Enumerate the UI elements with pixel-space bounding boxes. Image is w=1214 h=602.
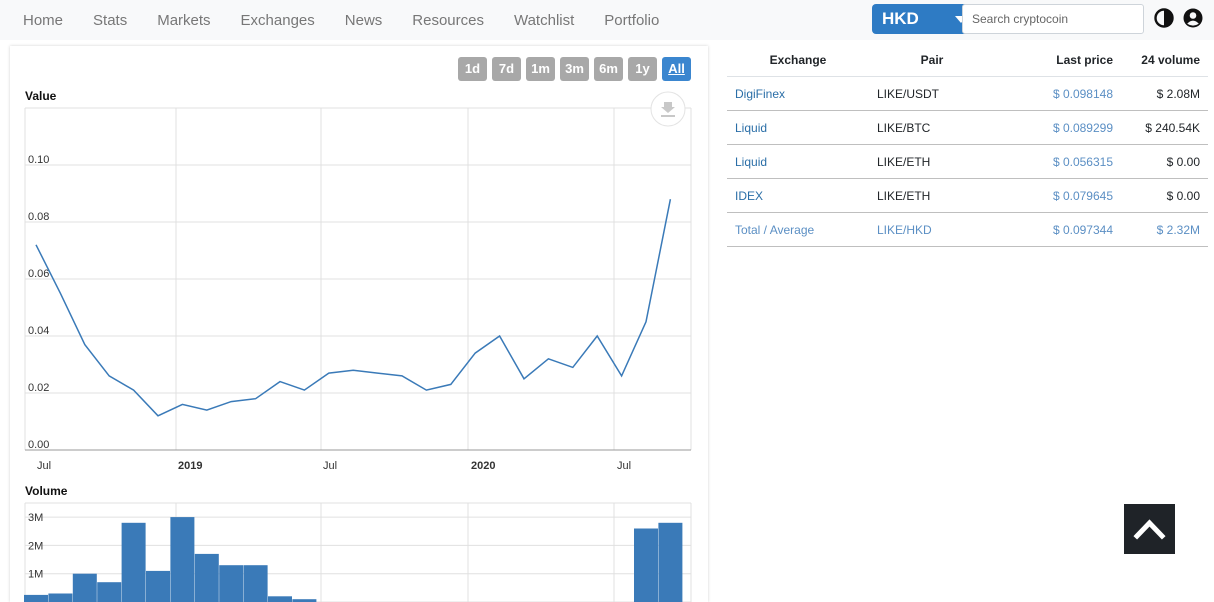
pair-cell: LIKE/ETH — [869, 144, 995, 179]
y-tick-label: 1M — [28, 569, 43, 581]
x-tick-label: Jul — [37, 460, 51, 472]
pair-cell: LIKE/ETH — [869, 178, 995, 213]
value-chart-title: Value — [25, 89, 57, 103]
pair-cell: LIKE/BTC — [869, 110, 995, 145]
volume-bar — [48, 593, 73, 602]
volume-bar — [658, 522, 683, 602]
range-6m-button[interactable]: 6m — [594, 57, 623, 81]
download-icon[interactable] — [650, 91, 686, 127]
last-price-cell: $ 0.098148 — [995, 76, 1121, 111]
pair-cell: LIKE/USDT — [869, 76, 995, 111]
nav-portfolio[interactable]: Portfolio — [604, 11, 660, 29]
range-7d-button[interactable]: 7d — [492, 57, 521, 81]
nav-stats[interactable]: Stats — [93, 11, 128, 29]
table-total-row: Total / Average LIKE/HKD $ 0.097344 $ 2.… — [727, 212, 1208, 247]
y-tick-label: 0.04 — [28, 325, 49, 337]
range-1y-button[interactable]: 1y — [628, 57, 657, 81]
caret-down-icon — [955, 16, 967, 23]
search-input[interactable] — [962, 4, 1144, 34]
chevron-up-icon — [1133, 519, 1166, 540]
total-label: Total / Average — [727, 212, 869, 247]
volume-bar — [268, 596, 292, 602]
volume-cell: $ 0.00 — [1121, 144, 1208, 179]
nav-watchlist[interactable]: Watchlist — [513, 11, 575, 29]
volume-bar — [219, 565, 244, 602]
y-tick-label: 0.10 — [28, 154, 49, 166]
nav-resources[interactable]: Resources — [412, 11, 484, 29]
y-tick-label: 0.08 — [28, 211, 49, 223]
volume-bar — [170, 517, 195, 602]
volume-chart-title: Volume — [25, 484, 68, 498]
volume-bar — [146, 570, 170, 602]
x-tick-label: 2020 — [471, 460, 495, 472]
column-header-last-price[interactable]: Last price — [995, 43, 1121, 77]
column-header-exchange[interactable]: Exchange — [727, 43, 869, 77]
last-price-cell: $ 0.089299 — [995, 110, 1121, 145]
range-1d-button[interactable]: 1d — [458, 57, 487, 81]
column-header-pair[interactable]: Pair — [869, 43, 995, 77]
exchange-table: Exchange Pair Last price 24 volume DigiF… — [727, 43, 1208, 247]
main-nav: Home Stats Markets Exchanges News Resour… — [0, 0, 666, 40]
volume-bar — [292, 599, 317, 602]
x-tick-label: Jul — [323, 460, 337, 472]
scroll-to-top-button[interactable] — [1124, 504, 1175, 554]
table-row: IDEX LIKE/ETH $ 0.079645 $ 0.00 — [727, 178, 1208, 213]
table-row: Liquid LIKE/BTC $ 0.089299 $ 240.54K — [727, 110, 1208, 145]
volume-bar — [121, 522, 146, 602]
y-tick-label: 2M — [28, 540, 43, 552]
exchange-link[interactable]: IDEX — [735, 188, 764, 203]
range-button-group: 1d 7d 1m 3m 6m 1y All — [458, 57, 696, 81]
volume-bar — [194, 553, 219, 602]
volume-bar — [97, 582, 122, 602]
user-circle-icon[interactable] — [1183, 8, 1203, 28]
total-pair: LIKE/HKD — [869, 212, 995, 247]
price-chart: Value 0.00 0.02 0.04 0.06 0.08 0.10 Jul 2019 Ju… — [24, 89, 692, 602]
x-tick-label: Jul — [617, 460, 631, 472]
nav-markets[interactable]: Markets — [157, 11, 211, 29]
volume-bar — [243, 565, 268, 602]
range-1m-button[interactable]: 1m — [526, 57, 555, 81]
volume-cell: $ 2.08M — [1121, 76, 1208, 111]
exchange-link[interactable]: Liquid — [735, 154, 768, 169]
range-3m-button[interactable]: 3m — [560, 57, 589, 81]
nav-news[interactable]: News — [344, 11, 383, 29]
exchange-link[interactable]: Liquid — [735, 120, 768, 135]
total-volume: $ 2.32M — [1121, 212, 1208, 247]
y-tick-label: 0.00 — [28, 439, 49, 451]
range-all-button[interactable]: All — [662, 57, 691, 81]
currency-label: HKD — [882, 9, 919, 28]
last-price-cell: $ 0.056315 — [995, 144, 1121, 179]
last-price-cell: $ 0.079645 — [995, 178, 1121, 213]
column-header-24-volume[interactable]: 24 volume — [1121, 43, 1208, 77]
volume-cell: $ 0.00 — [1121, 178, 1208, 213]
price-chart-panel: Value 0.00 0.02 0.04 0.06 0.08 0.10 Jul 2019 Ju… — [10, 46, 708, 602]
nav-exchanges[interactable]: Exchanges — [240, 11, 315, 29]
table-row: Liquid LIKE/ETH $ 0.056315 $ 0.00 — [727, 144, 1208, 179]
volume-bar — [24, 594, 48, 602]
y-tick-label: 0.02 — [28, 382, 49, 394]
nav-home[interactable]: Home — [23, 11, 64, 29]
contrast-icon[interactable] — [1154, 8, 1174, 28]
total-price: $ 0.097344 — [995, 212, 1121, 247]
volume-bar — [634, 528, 658, 602]
volume-cell: $ 240.54K — [1121, 110, 1208, 145]
table-row: DigiFinex LIKE/USDT $ 0.098148 $ 2.08M — [727, 76, 1208, 111]
value-series-line — [35, 199, 672, 417]
y-tick-label: 3M — [28, 512, 43, 524]
volume-bar — [72, 573, 97, 602]
table-header-row: Exchange Pair Last price 24 volume — [727, 43, 1208, 77]
x-tick-label: 2019 — [178, 460, 202, 472]
top-navbar: Home Stats Markets Exchanges News Resour… — [0, 0, 1214, 40]
exchange-link[interactable]: DigiFinex — [735, 86, 786, 101]
y-tick-label: 0.06 — [28, 268, 49, 280]
